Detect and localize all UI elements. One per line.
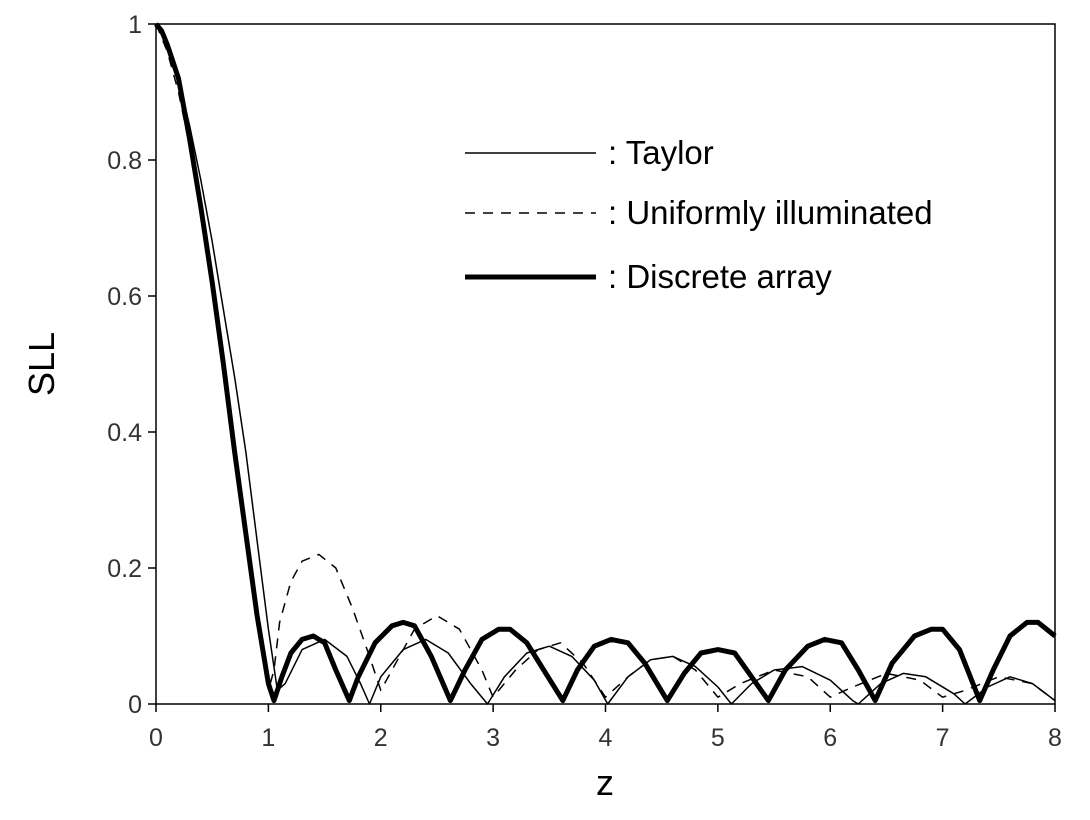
- series-lines: [154, 22, 1057, 705]
- y-tick-label: 0.4: [107, 419, 142, 447]
- plot-area: [155, 23, 1056, 705]
- x-axis: 0 1 2 3 4 5 6 7 8: [149, 704, 1062, 752]
- legend: : Taylor : Uniformly illuminated : Discr…: [465, 134, 933, 295]
- series-line-taylor: [155, 23, 1056, 705]
- legend-label-uniform: : Uniformly illuminated: [608, 194, 933, 231]
- y-tick-label: 0: [128, 691, 142, 719]
- x-tick-label: 8: [1048, 724, 1062, 752]
- y-tick-label: 0.8: [107, 147, 142, 175]
- y-axis: 0 0.2 0.4 0.6 0.8 1: [107, 11, 156, 719]
- x-tick-label: 2: [374, 724, 388, 752]
- x-axis-title: z: [596, 762, 614, 803]
- x-tick-label: 6: [823, 724, 837, 752]
- series-line-discrete-array: [154, 22, 1057, 704]
- x-tick-label: 1: [261, 724, 275, 752]
- y-axis-title: SLL: [21, 332, 62, 396]
- x-tick-label: 4: [599, 724, 613, 752]
- x-tick-label: 7: [936, 724, 950, 752]
- x-tick-label: 0: [149, 724, 163, 752]
- x-tick-label: 5: [711, 724, 725, 752]
- x-tick-label: 3: [486, 724, 500, 752]
- legend-label-taylor: : Taylor: [608, 134, 714, 171]
- y-tick-label: 1: [128, 11, 142, 39]
- y-tick-label: 0.6: [107, 283, 142, 311]
- y-tick-label: 0.2: [107, 555, 142, 583]
- legend-label-discrete: : Discrete array: [608, 258, 832, 295]
